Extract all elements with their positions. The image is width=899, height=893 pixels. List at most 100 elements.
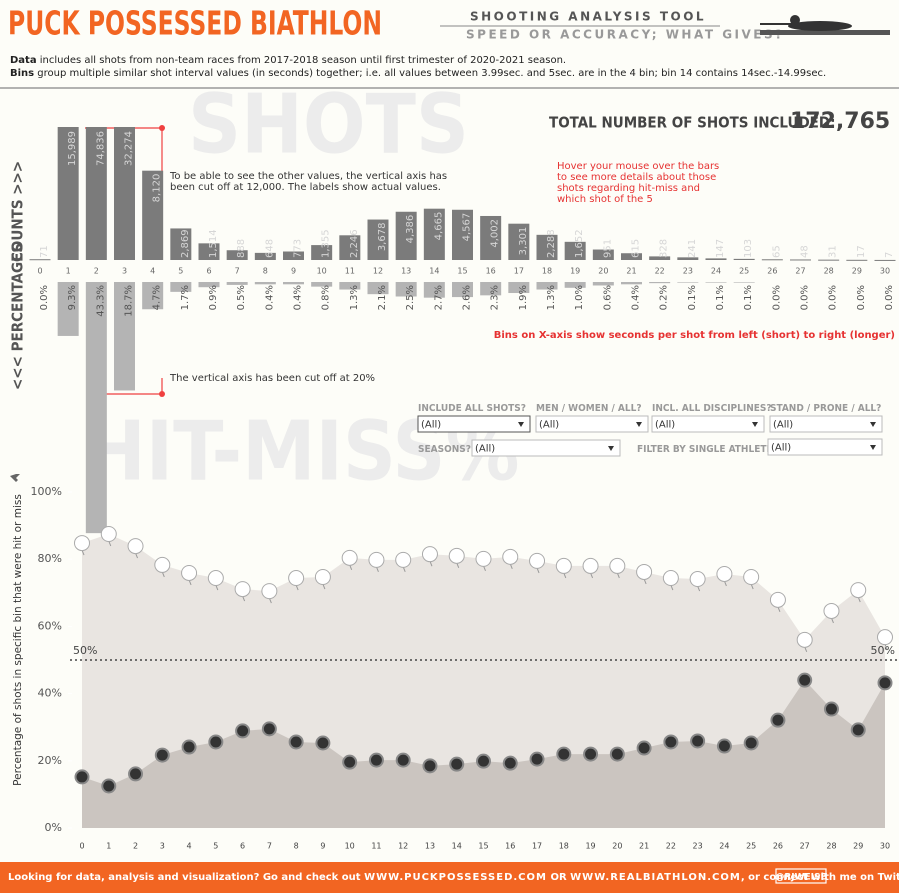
bar[interactable] <box>198 282 220 288</box>
bar[interactable] <box>733 258 755 260</box>
bar[interactable] <box>649 256 671 260</box>
bar[interactable] <box>423 208 445 260</box>
bar[interactable] <box>254 252 276 260</box>
bar[interactable] <box>254 282 276 285</box>
marker[interactable] <box>582 557 599 574</box>
marker[interactable] <box>823 701 839 717</box>
marker[interactable] <box>341 549 358 566</box>
bar[interactable] <box>677 282 699 283</box>
marker[interactable] <box>770 712 786 728</box>
bar[interactable] <box>761 259 783 261</box>
marker[interactable] <box>529 751 545 767</box>
marker[interactable] <box>422 758 438 774</box>
marker[interactable] <box>797 672 813 688</box>
marker[interactable] <box>368 752 384 768</box>
marker[interactable] <box>449 756 465 772</box>
bar[interactable] <box>480 282 502 296</box>
marker[interactable] <box>342 754 358 770</box>
bar[interactable] <box>592 282 614 286</box>
marker[interactable] <box>154 556 171 573</box>
marker[interactable] <box>877 629 893 646</box>
marker[interactable] <box>395 551 412 568</box>
marker[interactable] <box>207 570 224 587</box>
dropdown[interactable] <box>651 415 765 433</box>
marker[interactable] <box>662 570 679 587</box>
bar[interactable] <box>85 282 107 534</box>
bar[interactable] <box>649 282 671 284</box>
bar[interactable] <box>198 243 220 260</box>
bar[interactable] <box>621 253 642 260</box>
marker[interactable] <box>181 564 198 581</box>
marker[interactable] <box>315 735 331 751</box>
marker[interactable] <box>743 569 760 586</box>
bar[interactable] <box>114 0 135 261</box>
marker[interactable] <box>850 582 867 599</box>
marker[interactable] <box>100 526 117 542</box>
marker[interactable] <box>556 746 572 762</box>
dropdown[interactable] <box>535 415 649 433</box>
marker[interactable] <box>583 746 599 762</box>
marker[interactable] <box>421 546 438 563</box>
dropdown[interactable] <box>417 415 531 433</box>
bar[interactable] <box>170 228 192 260</box>
bar[interactable] <box>311 282 333 287</box>
marker[interactable] <box>690 733 706 749</box>
marker[interactable] <box>529 552 546 569</box>
bar[interactable] <box>57 282 79 336</box>
marker[interactable] <box>609 557 626 574</box>
bar[interactable] <box>452 282 473 298</box>
bar[interactable] <box>874 259 896 261</box>
marker[interactable] <box>235 723 251 739</box>
footer-handle[interactable]: @RJWEISE <box>775 873 826 883</box>
bar[interactable] <box>57 84 79 260</box>
bar[interactable] <box>564 282 586 288</box>
marker[interactable] <box>261 721 277 737</box>
marker[interactable] <box>609 746 625 762</box>
marker[interactable] <box>101 778 117 794</box>
marker[interactable] <box>823 602 840 619</box>
marker[interactable] <box>877 675 893 691</box>
marker[interactable] <box>395 752 411 768</box>
bar[interactable] <box>367 282 389 295</box>
marker[interactable] <box>368 551 385 568</box>
marker[interactable] <box>154 747 170 763</box>
bar[interactable] <box>536 234 558 260</box>
bar[interactable] <box>733 282 755 283</box>
bar[interactable] <box>142 282 164 310</box>
footer-link[interactable]: WWW.REALBIATHLON.COM <box>570 872 741 883</box>
bar[interactable] <box>226 282 248 285</box>
bar[interactable] <box>142 170 164 260</box>
bar[interactable] <box>311 245 333 260</box>
marker[interactable] <box>288 734 304 750</box>
bar[interactable] <box>367 219 389 260</box>
bar[interactable] <box>170 282 192 292</box>
bar[interactable] <box>339 235 361 260</box>
bar[interactable] <box>452 209 473 260</box>
bar[interactable] <box>846 259 868 261</box>
bar[interactable] <box>564 241 586 260</box>
marker[interactable] <box>128 766 144 782</box>
marker[interactable] <box>476 753 491 769</box>
marker[interactable] <box>555 557 572 574</box>
dropdown[interactable] <box>769 415 883 433</box>
marker[interactable] <box>716 565 733 582</box>
dropdown[interactable] <box>471 439 621 457</box>
marker[interactable] <box>689 571 706 588</box>
marker[interactable] <box>74 535 90 552</box>
bar[interactable] <box>85 0 107 260</box>
bar[interactable] <box>508 223 530 260</box>
bar[interactable] <box>508 282 530 294</box>
marker[interactable] <box>288 570 305 587</box>
marker[interactable] <box>234 581 251 598</box>
marker[interactable] <box>261 583 278 600</box>
bar[interactable] <box>283 282 304 285</box>
bar[interactable] <box>226 250 248 260</box>
bar[interactable] <box>790 259 811 261</box>
marker[interactable] <box>502 755 518 771</box>
marker[interactable] <box>769 591 786 608</box>
marker[interactable] <box>127 538 144 555</box>
footer-link[interactable]: WWW.PUCKPOSSESSED.COM <box>364 872 547 883</box>
marker[interactable] <box>502 548 519 565</box>
bar[interactable] <box>621 282 642 285</box>
bar[interactable] <box>705 258 727 260</box>
